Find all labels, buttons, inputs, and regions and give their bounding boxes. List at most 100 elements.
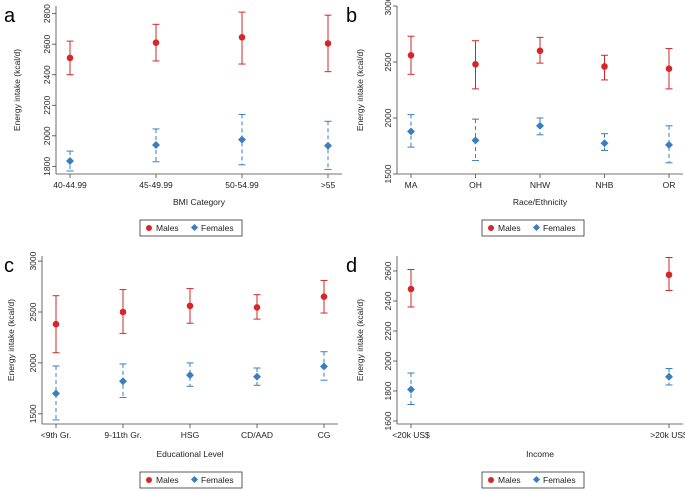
plot-area xyxy=(397,6,683,174)
y-tick-label: 2600 xyxy=(383,261,393,280)
x-tick-label: CG xyxy=(318,430,331,440)
y-tick-label: 2500 xyxy=(28,302,38,321)
male-point xyxy=(186,302,194,310)
x-tick-label: >20k US$ xyxy=(650,430,685,440)
panel-a: a 1800 2000 2200 2400 2600 2800 40-44.99 45-49.… xyxy=(4,4,342,237)
x-tick-label: HSG xyxy=(181,430,199,440)
y-tick-label: 2200 xyxy=(42,96,52,115)
legend-box xyxy=(139,219,243,237)
female-point xyxy=(238,135,246,144)
x-tick-label: NHW xyxy=(530,180,550,190)
legend-male-marker xyxy=(146,477,152,483)
male-point xyxy=(665,271,673,279)
x-tick-label: 40-44.99 xyxy=(53,180,87,190)
legend-box xyxy=(139,471,243,489)
legend-label-females: Females xyxy=(201,475,234,485)
axes: 1800 2000 2200 2400 2600 2800 40-44.99 45-49.99… xyxy=(42,4,342,190)
panel-b: b 1500 2000 2500 3000 MA OH NHW NHB OR Race/Ethn… xyxy=(346,0,683,237)
x-tick-label: 45-49.99 xyxy=(139,180,173,190)
y-tick-label: 1500 xyxy=(383,164,393,183)
x-tick-label: <9th Gr. xyxy=(41,430,71,440)
x-tick-label: 50-54.99 xyxy=(225,180,259,190)
panel-letter: d xyxy=(346,255,357,277)
legend: Males Females xyxy=(481,471,585,489)
y-axis-title: Energy intake (kcal/d) xyxy=(355,299,365,381)
legend-label-males: Males xyxy=(498,223,521,233)
x-axis-title: BMI Category xyxy=(173,197,226,207)
male-point xyxy=(407,285,415,293)
y-tick-label: 2200 xyxy=(383,321,393,340)
male-point xyxy=(601,63,608,70)
legend: Males Females xyxy=(139,471,243,489)
x-tick-label: MA xyxy=(405,180,418,190)
legend-box xyxy=(481,471,585,489)
y-tick-label: 2600 xyxy=(42,34,52,53)
male-point xyxy=(152,39,160,46)
axes: 1500 2000 2500 3000 MA OH NHW NHB OR xyxy=(383,0,683,190)
female-point xyxy=(665,140,673,149)
x-axis-title: Income xyxy=(526,449,554,459)
legend-female-marker xyxy=(532,223,541,232)
legend-label-males: Males xyxy=(156,223,179,233)
female-point xyxy=(407,127,415,136)
x-tick-label: >55 xyxy=(321,180,336,190)
male-point xyxy=(320,293,328,301)
y-tick-label: 2800 xyxy=(42,4,52,23)
axes: 1500 2000 2500 3000 <9th Gr. 9-11th Gr. HSG CD/… xyxy=(28,251,338,440)
legend-label-males: Males xyxy=(498,475,521,485)
y-tick-label: 2000 xyxy=(383,351,393,370)
x-tick-label: 9-11th Gr. xyxy=(104,430,141,440)
axes: 1600 1800 2000 2200 2400 2600 <20k US$ >20k US$ xyxy=(383,256,685,440)
legend-female-marker xyxy=(190,475,199,484)
x-tick-label: CD/AAD xyxy=(241,430,273,440)
legend-female-marker xyxy=(190,223,199,232)
y-axis-title: Energy intake (kcal/d) xyxy=(12,49,22,131)
legend-box xyxy=(481,219,585,237)
plot-area xyxy=(56,6,342,174)
female-point xyxy=(600,139,609,148)
y-tick-label: 3000 xyxy=(383,0,393,15)
y-tick-label: 2400 xyxy=(42,65,52,84)
y-tick-label: 1800 xyxy=(383,381,393,400)
legend-label-females: Females xyxy=(543,475,576,485)
male-point xyxy=(407,51,415,59)
plot-area xyxy=(397,256,683,424)
female-point xyxy=(407,385,415,394)
x-tick-label: OH xyxy=(469,180,482,190)
male-point xyxy=(665,65,673,73)
panel-c: c 1500 2000 2500 3000 <9th Gr. 9-11th Gr. HSG C… xyxy=(4,251,338,489)
y-axis-title: Energy intake (kcal/d) xyxy=(355,49,365,131)
x-tick-label: <20k US$ xyxy=(392,430,430,440)
x-axis-title: Educational Level xyxy=(156,449,223,459)
legend-male-marker xyxy=(488,477,494,483)
panel-d: d 1600 1800 2000 2200 2400 2600 <20k US$ >20k U… xyxy=(346,255,685,489)
panel-letter: b xyxy=(346,5,357,27)
series-layer xyxy=(66,11,332,172)
female-point xyxy=(152,141,160,149)
legend-label-males: Males xyxy=(156,475,179,485)
female-point xyxy=(320,362,328,371)
legend-female-marker xyxy=(532,475,541,484)
series-layer xyxy=(407,35,673,164)
y-tick-label: 1500 xyxy=(28,404,38,423)
legend-male-marker xyxy=(146,225,152,231)
y-axis-title: Energy intake (kcal/d) xyxy=(6,299,16,381)
male-point xyxy=(253,304,261,311)
legend-label-females: Females xyxy=(201,223,234,233)
y-tick-label: 2500 xyxy=(383,52,393,71)
y-tick-label: 2000 xyxy=(28,353,38,372)
legend-male-marker xyxy=(488,225,494,231)
male-point xyxy=(238,34,246,41)
legend-label-females: Females xyxy=(543,223,576,233)
y-tick-label: 1600 xyxy=(383,411,393,430)
female-point xyxy=(471,136,480,145)
male-point xyxy=(66,54,74,62)
plot-area xyxy=(42,256,338,424)
male-point xyxy=(472,60,479,68)
male-point xyxy=(119,308,127,316)
y-tick-label: 2000 xyxy=(383,108,393,127)
y-tick-label: 3000 xyxy=(28,251,38,270)
y-tick-label: 2000 xyxy=(42,126,52,145)
y-tick-label: 1800 xyxy=(42,157,52,176)
